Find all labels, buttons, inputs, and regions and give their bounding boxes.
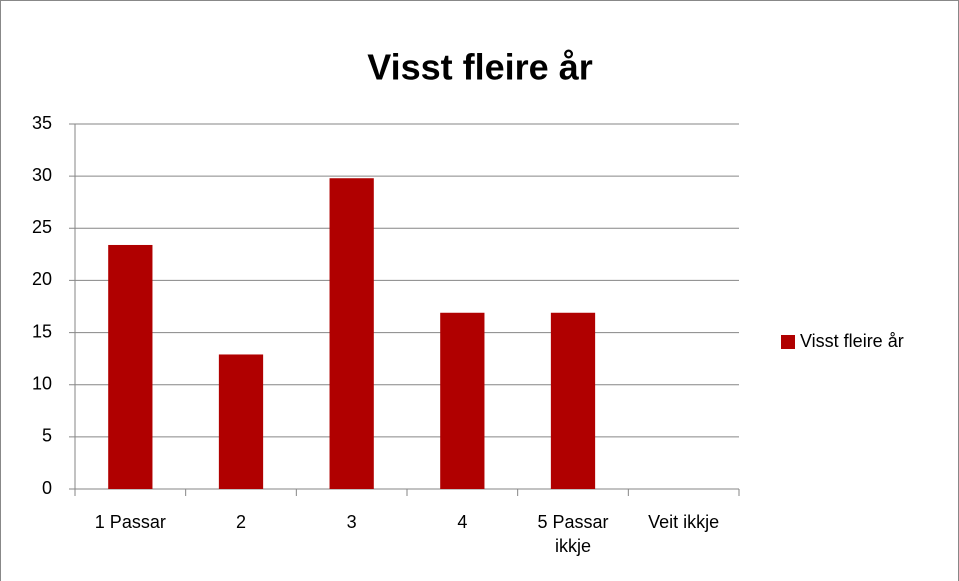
y-tick-label: 30 — [32, 165, 52, 185]
bar — [108, 244, 153, 489]
legend-label: Visst fleire år — [800, 331, 904, 351]
bar — [440, 312, 485, 489]
y-tick-label: 25 — [32, 217, 52, 237]
x-tick-label: 2 — [235, 512, 246, 532]
x-tick-label: 3 — [346, 512, 357, 532]
bar — [329, 178, 374, 489]
y-tick-label: 35 — [32, 113, 52, 133]
x-tick-label: 4 — [457, 512, 468, 532]
y-tick-label: 20 — [32, 269, 52, 289]
bar — [550, 312, 596, 489]
y-tick-label: 10 — [32, 373, 52, 393]
legend-swatch — [781, 335, 795, 349]
chart-title: Visst fleire år — [367, 47, 592, 88]
y-tick-label: 5 — [42, 426, 52, 446]
bar — [218, 354, 264, 489]
x-tick-label: 1 Passar — [94, 512, 166, 532]
x-tick-label: 5 Passar ikkje — [537, 512, 609, 556]
y-tick-label: 15 — [32, 321, 52, 341]
y-tick-label: 0 — [42, 478, 52, 498]
x-tick-label: Veit ikkje — [648, 512, 720, 532]
